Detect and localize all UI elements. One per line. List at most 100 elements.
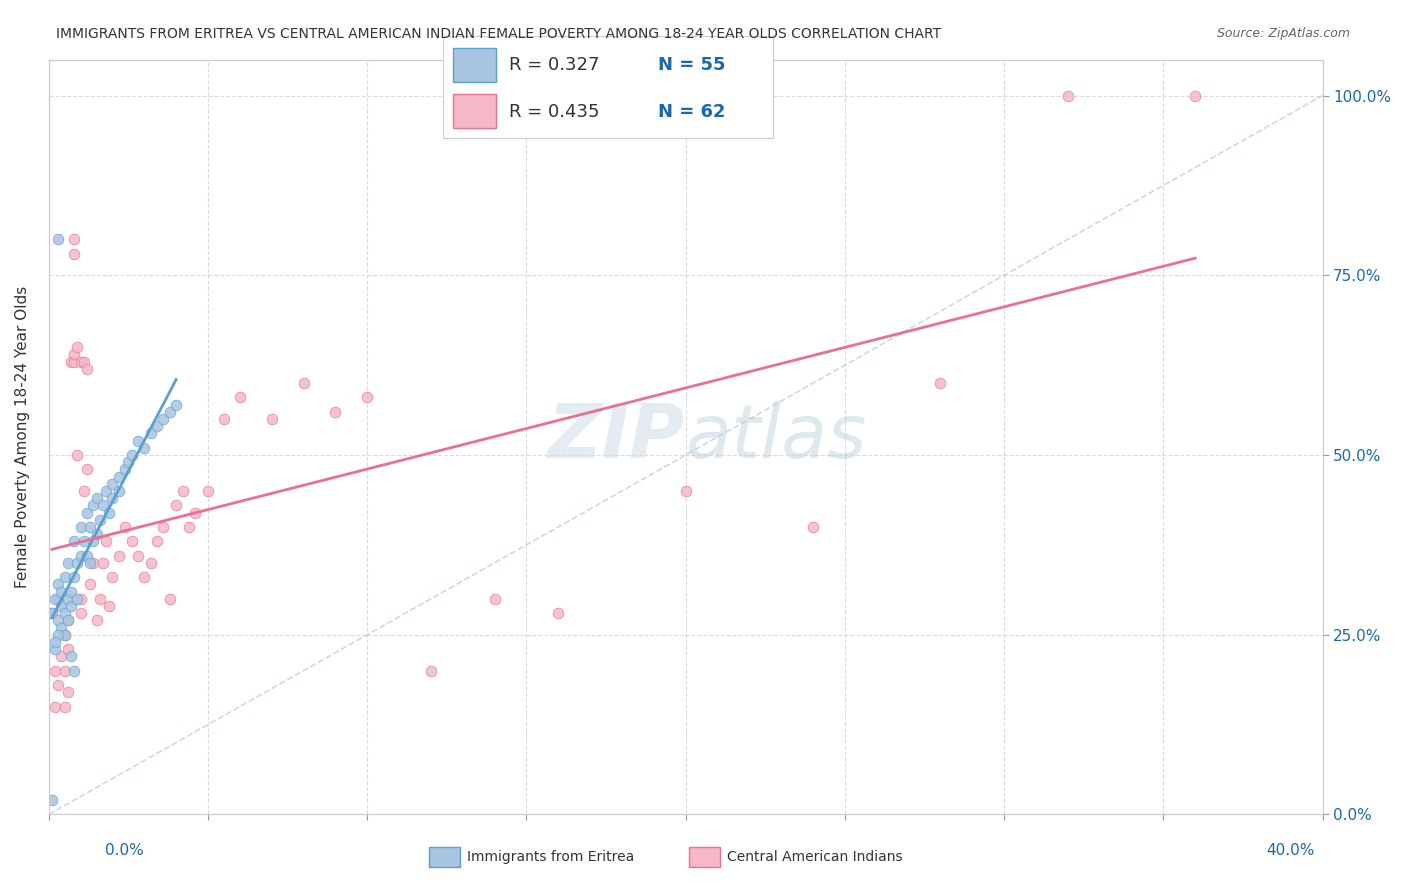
Text: R = 0.435: R = 0.435	[509, 103, 599, 120]
Point	[73, 354, 96, 368]
Point	[108, 469, 131, 483]
Text: R = 0.327: R = 0.327	[509, 56, 599, 74]
Point	[69, 354, 91, 368]
Point	[53, 606, 76, 620]
Point	[51, 649, 73, 664]
Point	[108, 483, 131, 498]
Point	[197, 483, 219, 498]
Point	[292, 376, 315, 391]
Point	[127, 434, 149, 448]
Point	[101, 476, 124, 491]
Point	[56, 613, 79, 627]
Point	[134, 441, 156, 455]
Text: Immigrants from Eritrea: Immigrants from Eritrea	[467, 850, 634, 864]
Point	[46, 591, 69, 606]
Point	[547, 606, 569, 620]
Point	[82, 534, 104, 549]
Point	[89, 591, 111, 606]
Point	[134, 570, 156, 584]
Point	[46, 232, 69, 246]
FancyBboxPatch shape	[453, 95, 496, 128]
Point	[484, 591, 506, 606]
Point	[121, 534, 143, 549]
Point	[66, 448, 89, 462]
Point	[41, 793, 63, 807]
Point	[121, 448, 143, 462]
Point	[66, 340, 89, 354]
Point	[114, 462, 136, 476]
Point	[56, 613, 79, 627]
Point	[56, 685, 79, 699]
Point	[76, 549, 98, 563]
Point	[44, 642, 66, 657]
Point	[76, 462, 98, 476]
Point	[91, 556, 114, 570]
Point	[79, 577, 101, 591]
Point	[419, 664, 441, 678]
Point	[76, 506, 98, 520]
Point	[1184, 88, 1206, 103]
Point	[60, 354, 83, 368]
Point	[69, 520, 91, 534]
Text: IMMIGRANTS FROM ERITREA VS CENTRAL AMERICAN INDIAN FEMALE POVERTY AMONG 18-24 YE: IMMIGRANTS FROM ERITREA VS CENTRAL AMERI…	[56, 27, 942, 41]
Point	[82, 499, 104, 513]
Point	[86, 527, 108, 541]
Point	[117, 455, 139, 469]
Point	[63, 246, 86, 260]
Point	[53, 628, 76, 642]
Point	[63, 232, 86, 246]
Point	[86, 491, 108, 505]
Point	[69, 591, 91, 606]
Point	[63, 354, 86, 368]
Point	[60, 649, 83, 664]
Point	[69, 549, 91, 563]
Text: Source: ZipAtlas.com: Source: ZipAtlas.com	[1216, 27, 1350, 40]
FancyBboxPatch shape	[453, 48, 496, 82]
Point	[53, 570, 76, 584]
Text: atlas: atlas	[686, 401, 868, 473]
Point	[51, 599, 73, 613]
Point	[165, 398, 187, 412]
Point	[114, 520, 136, 534]
Point	[98, 599, 121, 613]
Point	[177, 520, 200, 534]
Point	[325, 405, 347, 419]
Point	[63, 347, 86, 361]
Point	[146, 534, 169, 549]
Text: 40.0%: 40.0%	[1267, 843, 1315, 858]
Point	[46, 613, 69, 627]
Point	[94, 483, 117, 498]
Point	[56, 556, 79, 570]
Point	[79, 556, 101, 570]
Point	[56, 591, 79, 606]
Point	[929, 376, 952, 391]
Point	[66, 556, 89, 570]
Point	[139, 556, 162, 570]
Point	[165, 499, 187, 513]
Point	[79, 520, 101, 534]
Point	[82, 556, 104, 570]
Point	[73, 483, 96, 498]
Point	[46, 577, 69, 591]
Point	[1056, 88, 1078, 103]
Point	[91, 499, 114, 513]
Point	[101, 491, 124, 505]
Point	[139, 426, 162, 441]
Point	[66, 591, 89, 606]
Point	[76, 361, 98, 376]
Point	[63, 534, 86, 549]
Point	[44, 635, 66, 649]
Point	[675, 483, 697, 498]
Point	[73, 534, 96, 549]
Point	[44, 699, 66, 714]
Point	[101, 570, 124, 584]
Text: ZIP: ZIP	[548, 401, 686, 474]
Point	[53, 628, 76, 642]
Text: N = 55: N = 55	[658, 56, 725, 74]
Point	[260, 412, 283, 426]
Point	[152, 412, 174, 426]
Point	[356, 391, 378, 405]
Point	[60, 599, 83, 613]
Point	[56, 642, 79, 657]
Point	[44, 591, 66, 606]
